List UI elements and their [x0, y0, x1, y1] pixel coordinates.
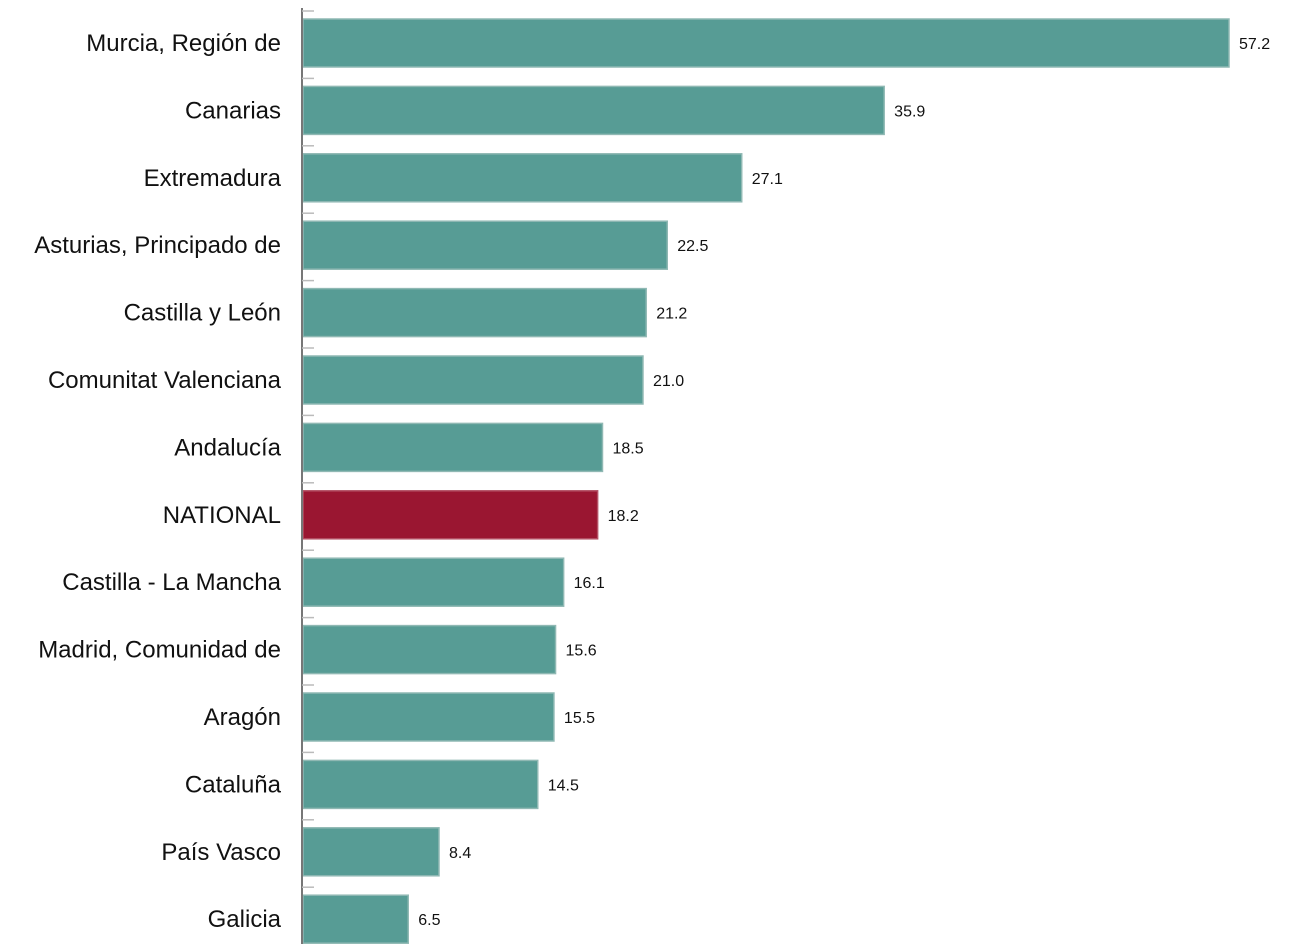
bar-aragon — [302, 692, 555, 742]
category-label-castilla-y-leon: Castilla y León — [124, 300, 281, 327]
category-label-madrid-comunidad-de: Madrid, Comunidad de — [38, 637, 281, 664]
bar-castilla-la-mancha — [302, 557, 565, 607]
value-label-murcia-region-de: 57.2 — [1239, 36, 1270, 53]
bar-andalucia — [302, 422, 604, 473]
bar-asturias-principado-de — [302, 220, 668, 270]
value-label-castilla-la-mancha: 16.1 — [574, 575, 605, 592]
value-label-andalucia: 18.5 — [612, 440, 643, 457]
y-axis — [301, 8, 314, 944]
bar-murcia-region-de — [302, 18, 1230, 68]
value-label-national: 18.2 — [608, 508, 639, 525]
value-label-galicia: 6.5 — [418, 912, 440, 929]
value-label-comunitat-valenciana: 21.0 — [653, 373, 684, 390]
bar-cataluna — [302, 759, 539, 810]
value-label-cataluna: 14.5 — [548, 777, 579, 794]
category-label-comunitat-valenciana: Comunitat Valenciana — [48, 367, 282, 394]
bar-canarias — [302, 85, 885, 136]
category-label-cataluna: Cataluña — [185, 771, 282, 798]
bar-pais-vasco — [302, 827, 440, 877]
category-label-asturias-principado-de: Asturias, Principado de — [34, 232, 281, 259]
value-label-castilla-y-leon: 21.2 — [656, 306, 687, 323]
value-label-canarias: 35.9 — [894, 103, 925, 120]
category-label-andalucia: Andalucía — [174, 434, 281, 461]
value-label-pais-vasco: 8.4 — [449, 845, 471, 862]
bar-castilla-y-leon — [302, 287, 647, 338]
value-label-aragon: 15.5 — [564, 710, 595, 727]
bar-national — [302, 490, 599, 540]
bar-galicia — [302, 894, 409, 944]
category-label-national: NATIONAL — [163, 502, 281, 529]
category-label-aragon: Aragón — [204, 704, 281, 731]
value-label-madrid-comunidad-de: 15.6 — [566, 643, 597, 660]
value-label-asturias-principado-de: 22.5 — [677, 238, 708, 255]
value-label-extremadura: 27.1 — [752, 171, 783, 188]
category-label-castilla-la-mancha: Castilla - La Mancha — [62, 569, 281, 596]
bars-layer — [302, 18, 1230, 944]
value-labels: 57.2 35.9 27.1 22.5 21.2 21.0 18.5 18.2 16.1 15.6… — [418, 36, 1270, 929]
bar-madrid-comunidad-de — [302, 624, 557, 675]
category-label-murcia-region-de: Murcia, Región de — [86, 30, 281, 57]
bar-comunitat-valenciana — [302, 355, 644, 405]
category-label-extremadura: Extremadura — [144, 165, 282, 192]
category-label-canarias: Canarias — [185, 97, 281, 124]
category-label-pais-vasco: País Vasco — [161, 839, 281, 866]
bar-extremadura — [302, 153, 743, 203]
category-labels: Murcia, Región de Canarias Extremadura Astu… — [34, 30, 281, 933]
category-label-galicia: Galicia — [208, 906, 282, 933]
